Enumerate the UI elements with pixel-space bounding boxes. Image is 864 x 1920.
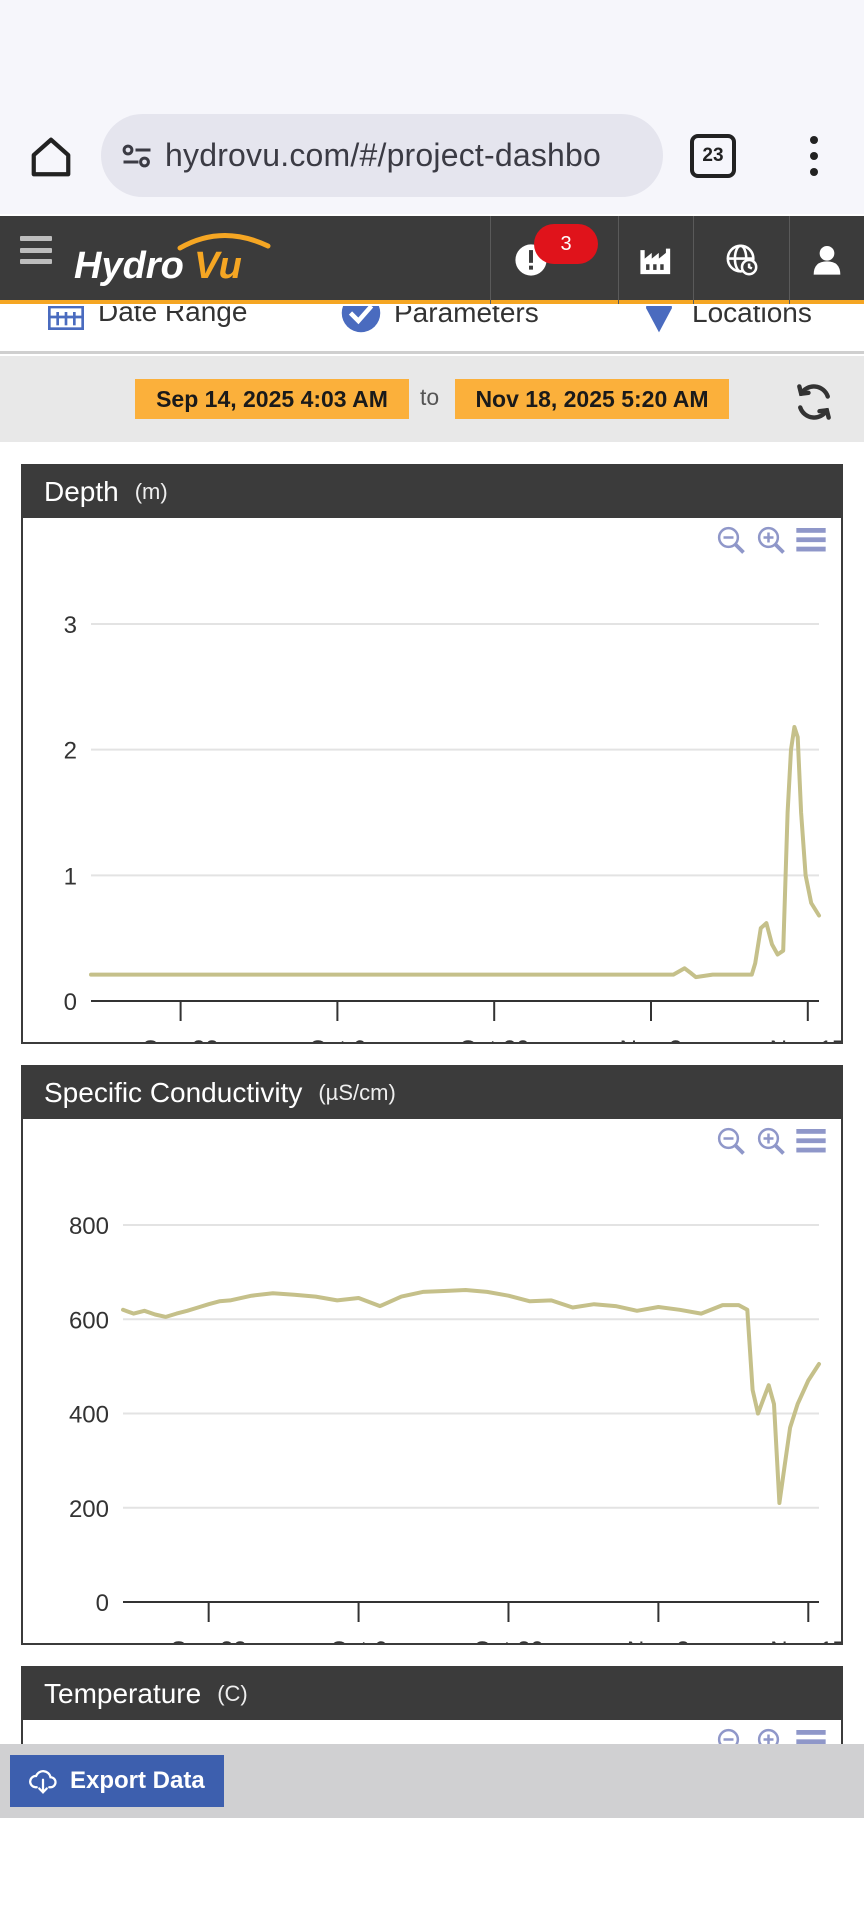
panel-title: Specific Conductivity (44, 1077, 303, 1108)
series-line (89, 725, 821, 980)
panel-header: Temperature (C) (23, 1668, 841, 1720)
filter-parameters-label: Parameters (394, 306, 539, 328)
zoom-out-icon[interactable] (715, 1125, 747, 1157)
zoom-in-icon[interactable] (755, 1125, 787, 1157)
x-tick-label: Sep 22 (171, 1637, 247, 1643)
y-tick-label: 3 (64, 612, 77, 639)
range-to-label: to (420, 384, 440, 410)
globe-clock-icon (726, 244, 757, 276)
calendar-icon (48, 306, 84, 330)
kebab-dot-icon (810, 136, 818, 144)
filter-date-range[interactable]: Date Range (46, 306, 247, 332)
y-tick-label: 0 (64, 989, 77, 1016)
panel-unit: (µS/cm) (318, 1080, 396, 1105)
y-tick-label: 200 (69, 1496, 109, 1523)
x-tick-label: Oct 6 (309, 1036, 366, 1042)
status-bar-area (0, 0, 864, 104)
depth-chart: 0 1 2 3 Sep 22 Oct 6 Oct 20 Nov 3 Nov 17 (64, 612, 841, 1042)
y-tick-label: 1 (64, 863, 77, 890)
y-tick-label: 0 (96, 1590, 109, 1617)
cloud-download-icon (29, 1770, 57, 1794)
chart-menu-icon[interactable] (795, 524, 827, 556)
alerts-count-badge: 3 (534, 224, 598, 264)
zoom-out-icon[interactable] (715, 524, 747, 556)
x-tick-label: Sep 22 (143, 1036, 219, 1042)
logo-text-hydro: Hydro (74, 245, 184, 287)
site-settings-icon[interactable] (117, 136, 157, 176)
panel-header: Specific Conductivity (µS/cm) (23, 1067, 841, 1119)
x-tick-label: Oct 20 (473, 1637, 544, 1643)
y-tick-label: 2 (64, 738, 77, 765)
refresh-icon (797, 384, 831, 420)
filter-parameters[interactable]: Parameters (340, 306, 539, 334)
y-tick-label: 600 (69, 1307, 109, 1334)
series-line (121, 1288, 821, 1505)
address-bar[interactable]: hydrovu.com/#/project-dashbo (101, 114, 663, 197)
home-icon (31, 137, 71, 177)
hydrovu-logo[interactable]: Hydro Vu (72, 228, 282, 292)
y-tick-label: 400 (69, 1402, 109, 1429)
panel-title: Depth (44, 476, 119, 507)
user-button[interactable] (789, 216, 864, 304)
zoom-in-icon[interactable] (755, 524, 787, 556)
user-icon (813, 246, 841, 275)
url-text[interactable]: hydrovu.com/#/project-dashbo (165, 137, 602, 173)
x-tick-label: Nov 3 (620, 1036, 683, 1042)
conductivity-chart-panel: Specific Conductivity (µS/cm) 0 200 400 600… (21, 1065, 843, 1645)
start-date-button[interactable]: Sep 14, 2025 4:03 AM (135, 379, 409, 419)
panel-title: Temperature (44, 1678, 202, 1709)
x-tick-label: Nov 17 (770, 1637, 841, 1643)
panel-unit: (C) (217, 1681, 248, 1706)
x-tick-label: Oct 6 (330, 1637, 387, 1643)
export-data-button[interactable]: Export Data (10, 1755, 224, 1807)
filter-locations-label: Locations (692, 306, 812, 328)
logo-text-vu: Vu (194, 245, 242, 287)
map-pin-icon (646, 306, 672, 333)
hamburger-menu-button[interactable] (20, 236, 52, 264)
filter-tabs: Date Range Parameters Locations (0, 306, 864, 354)
refresh-button[interactable] (792, 380, 838, 426)
conductivity-chart: 0 200 400 600 800 Sep 22 Oct 6 Oct 20 Nov 3 Nov 1… (69, 1213, 841, 1643)
y-tick-label: 800 (69, 1213, 109, 1240)
x-tick-label: Nov 17 (770, 1036, 841, 1042)
home-button[interactable] (22, 128, 80, 186)
sites-button[interactable] (618, 216, 693, 304)
x-tick-label: Nov 3 (627, 1637, 690, 1643)
end-date-button[interactable]: Nov 18, 2025 5:20 AM (455, 379, 729, 419)
panel-unit: (m) (134, 479, 168, 504)
browser-menu-button[interactable] (796, 130, 832, 182)
x-tick-label: Oct 20 (459, 1036, 530, 1042)
depth-chart-panel: Depth (m) 0 1 2 3 Sep 22 Oct 6 Oct 20 Nov 3 Nov … (21, 464, 843, 1044)
kebab-dot-icon (810, 168, 818, 176)
filter-date-range-label: Date Range (98, 306, 248, 327)
export-data-label: Export Data (70, 1767, 205, 1794)
tab-switcher-button[interactable]: 23 (690, 134, 736, 178)
app-header (0, 216, 864, 304)
kebab-dot-icon (810, 152, 818, 160)
filter-locations[interactable]: Locations (642, 306, 812, 334)
chart-menu-icon[interactable] (795, 1125, 827, 1157)
factory-icon (640, 248, 671, 275)
timezone-button[interactable] (693, 216, 789, 304)
panel-header: Depth (m) (23, 466, 841, 518)
checkmark-circle-icon (341, 306, 381, 333)
